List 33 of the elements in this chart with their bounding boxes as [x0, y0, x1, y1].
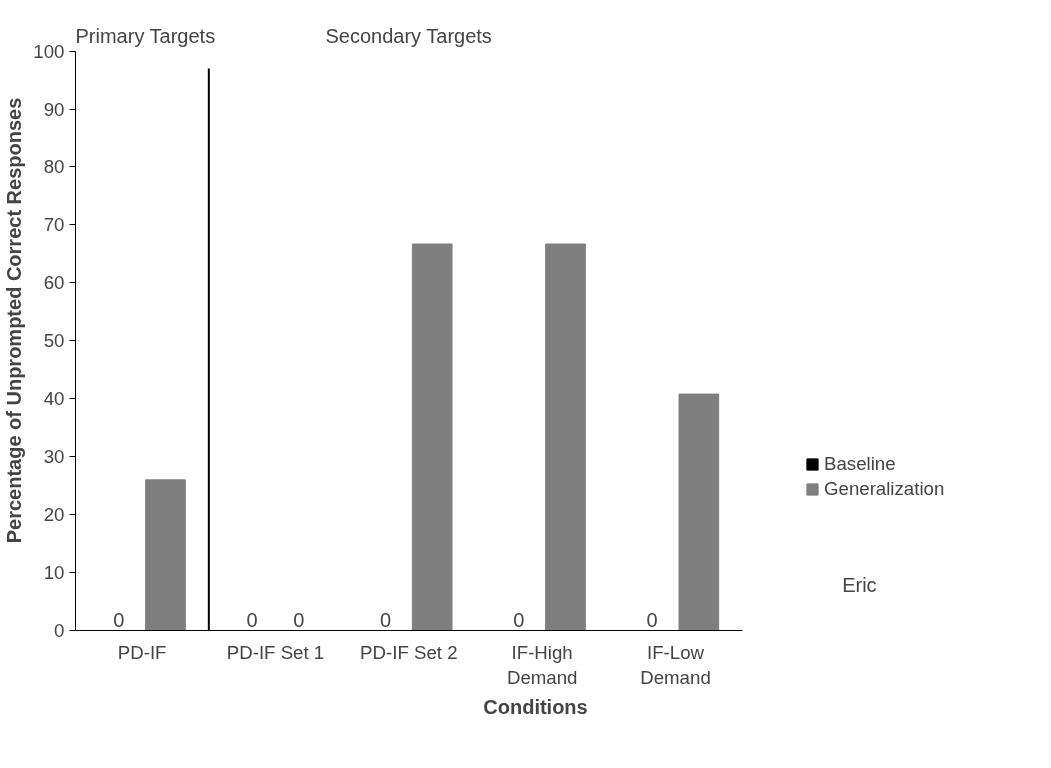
legend-label: Baseline [824, 453, 896, 475]
text: Secondary Targets [325, 25, 492, 48]
data-label: 0 [113, 608, 125, 631]
legend-label: Generalization [824, 478, 945, 500]
y-tick-label: 10 [43, 562, 65, 584]
y-tick-label: 70 [43, 214, 65, 236]
y-tick-label: 50 [43, 330, 65, 352]
x-tick-label: IF-High Demand [506, 641, 578, 688]
text: Eric [842, 573, 877, 596]
bar [545, 243, 586, 631]
bar [411, 243, 453, 631]
x-axis-title: Conditions [483, 695, 588, 718]
y-tick-label: 100 [33, 40, 65, 62]
data-label: 0 [513, 608, 525, 631]
bar [678, 393, 720, 631]
y-tick-label: 80 [43, 156, 65, 178]
y-tick-label: 60 [43, 272, 65, 294]
data-label: 0 [646, 608, 658, 631]
y-tick-label: 90 [43, 98, 65, 120]
y-tick-label: 20 [43, 504, 65, 526]
data-label: 0 [293, 608, 305, 631]
data-label: 0 [379, 608, 392, 631]
x-tick-label: PD-IF Set 2 [360, 641, 458, 663]
text: Primary Targets [75, 25, 216, 48]
x-tick-label: PD-IF [117, 641, 167, 663]
x-tick-label: IF-Low Demand [640, 641, 711, 688]
bar [145, 479, 186, 631]
y-tick-label: 0 [54, 620, 65, 641]
y-tick-label: 40 [43, 388, 65, 410]
y-axis-title: Percentage of Unprompted Correct Responses [3, 97, 26, 544]
y-tick-label: 30 [43, 446, 65, 468]
data-label: 0 [246, 608, 258, 631]
x-tick-label: PD-IF Set 1 [226, 641, 325, 663]
